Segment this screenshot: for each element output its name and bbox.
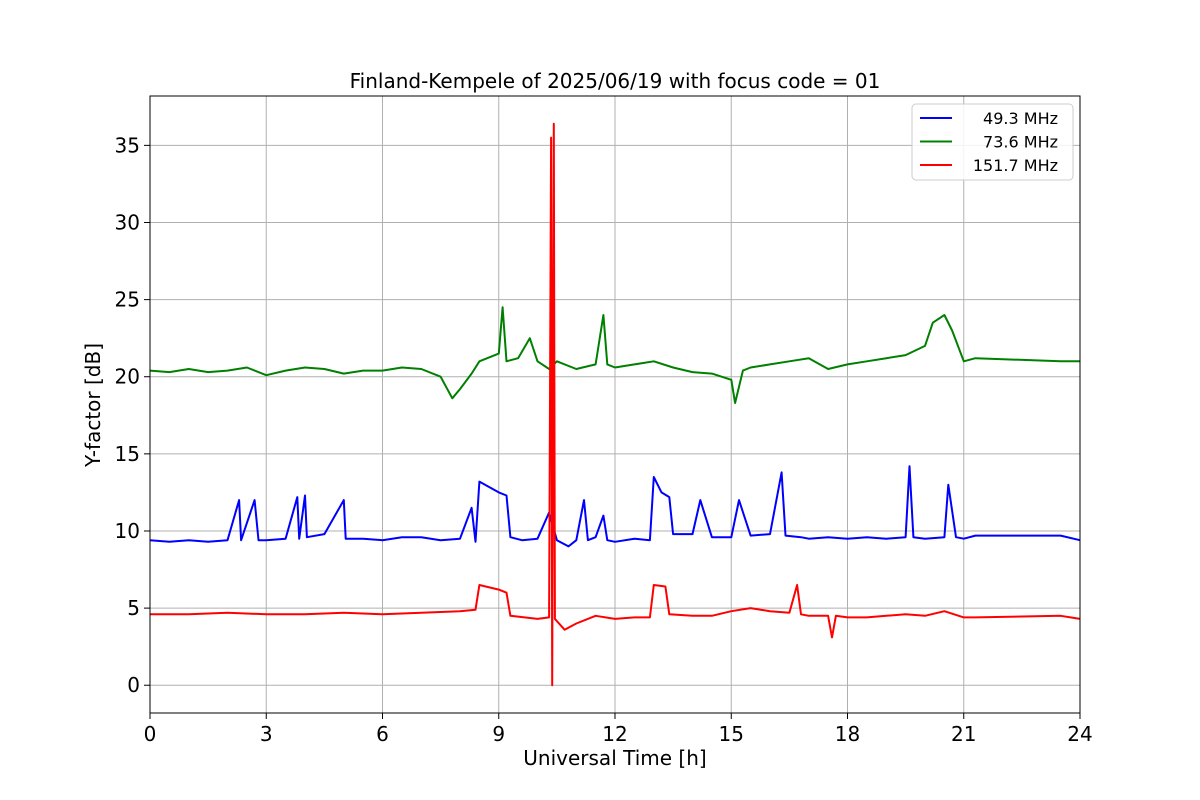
x-tick-label: 3 bbox=[260, 722, 273, 746]
x-tick-label: 21 bbox=[951, 722, 976, 746]
y-tick-label: 25 bbox=[115, 288, 140, 312]
y-axis: 0 5 10 15 20 25 30 35 bbox=[115, 133, 150, 697]
legend-label: 49.3 MHz bbox=[983, 109, 1058, 128]
y-tick-label: 30 bbox=[115, 210, 140, 234]
legend: 49.3 MHz 73.6 MHz 151.7 MHz bbox=[911, 103, 1074, 181]
x-tick-label: 6 bbox=[376, 722, 389, 746]
series-line-2 bbox=[150, 122, 1081, 687]
y-tick-label: 5 bbox=[127, 596, 140, 620]
x-axis: 0 3 6 9 12 15 18 21 24 bbox=[144, 713, 1093, 746]
series-line-1 bbox=[149, 306, 1080, 404]
y-axis-label: Y-factor [dB] bbox=[81, 343, 105, 468]
y-tick-label: 10 bbox=[115, 519, 140, 543]
series-layer bbox=[149, 122, 1081, 687]
x-tick-label: 9 bbox=[492, 722, 505, 746]
x-axis-label: Universal Time [h] bbox=[523, 746, 706, 770]
y-tick-label: 35 bbox=[115, 133, 140, 157]
x-tick-label: 24 bbox=[1067, 722, 1092, 746]
y-tick-label: 15 bbox=[115, 442, 140, 466]
legend-box bbox=[911, 103, 1074, 181]
series-line-0 bbox=[149, 465, 1081, 548]
y-tick-label: 0 bbox=[127, 673, 140, 697]
x-tick-label: 15 bbox=[719, 722, 744, 746]
x-tick-label: 18 bbox=[835, 722, 860, 746]
chart-title: Finland-Kempele of 2025/06/19 with focus… bbox=[350, 69, 881, 93]
x-tick-label: 12 bbox=[602, 722, 627, 746]
legend-label: 73.6 MHz bbox=[983, 133, 1058, 152]
y-tick-label: 20 bbox=[115, 365, 140, 389]
x-tick-label: 0 bbox=[144, 722, 157, 746]
legend-label: 151.7 MHz bbox=[973, 156, 1058, 175]
